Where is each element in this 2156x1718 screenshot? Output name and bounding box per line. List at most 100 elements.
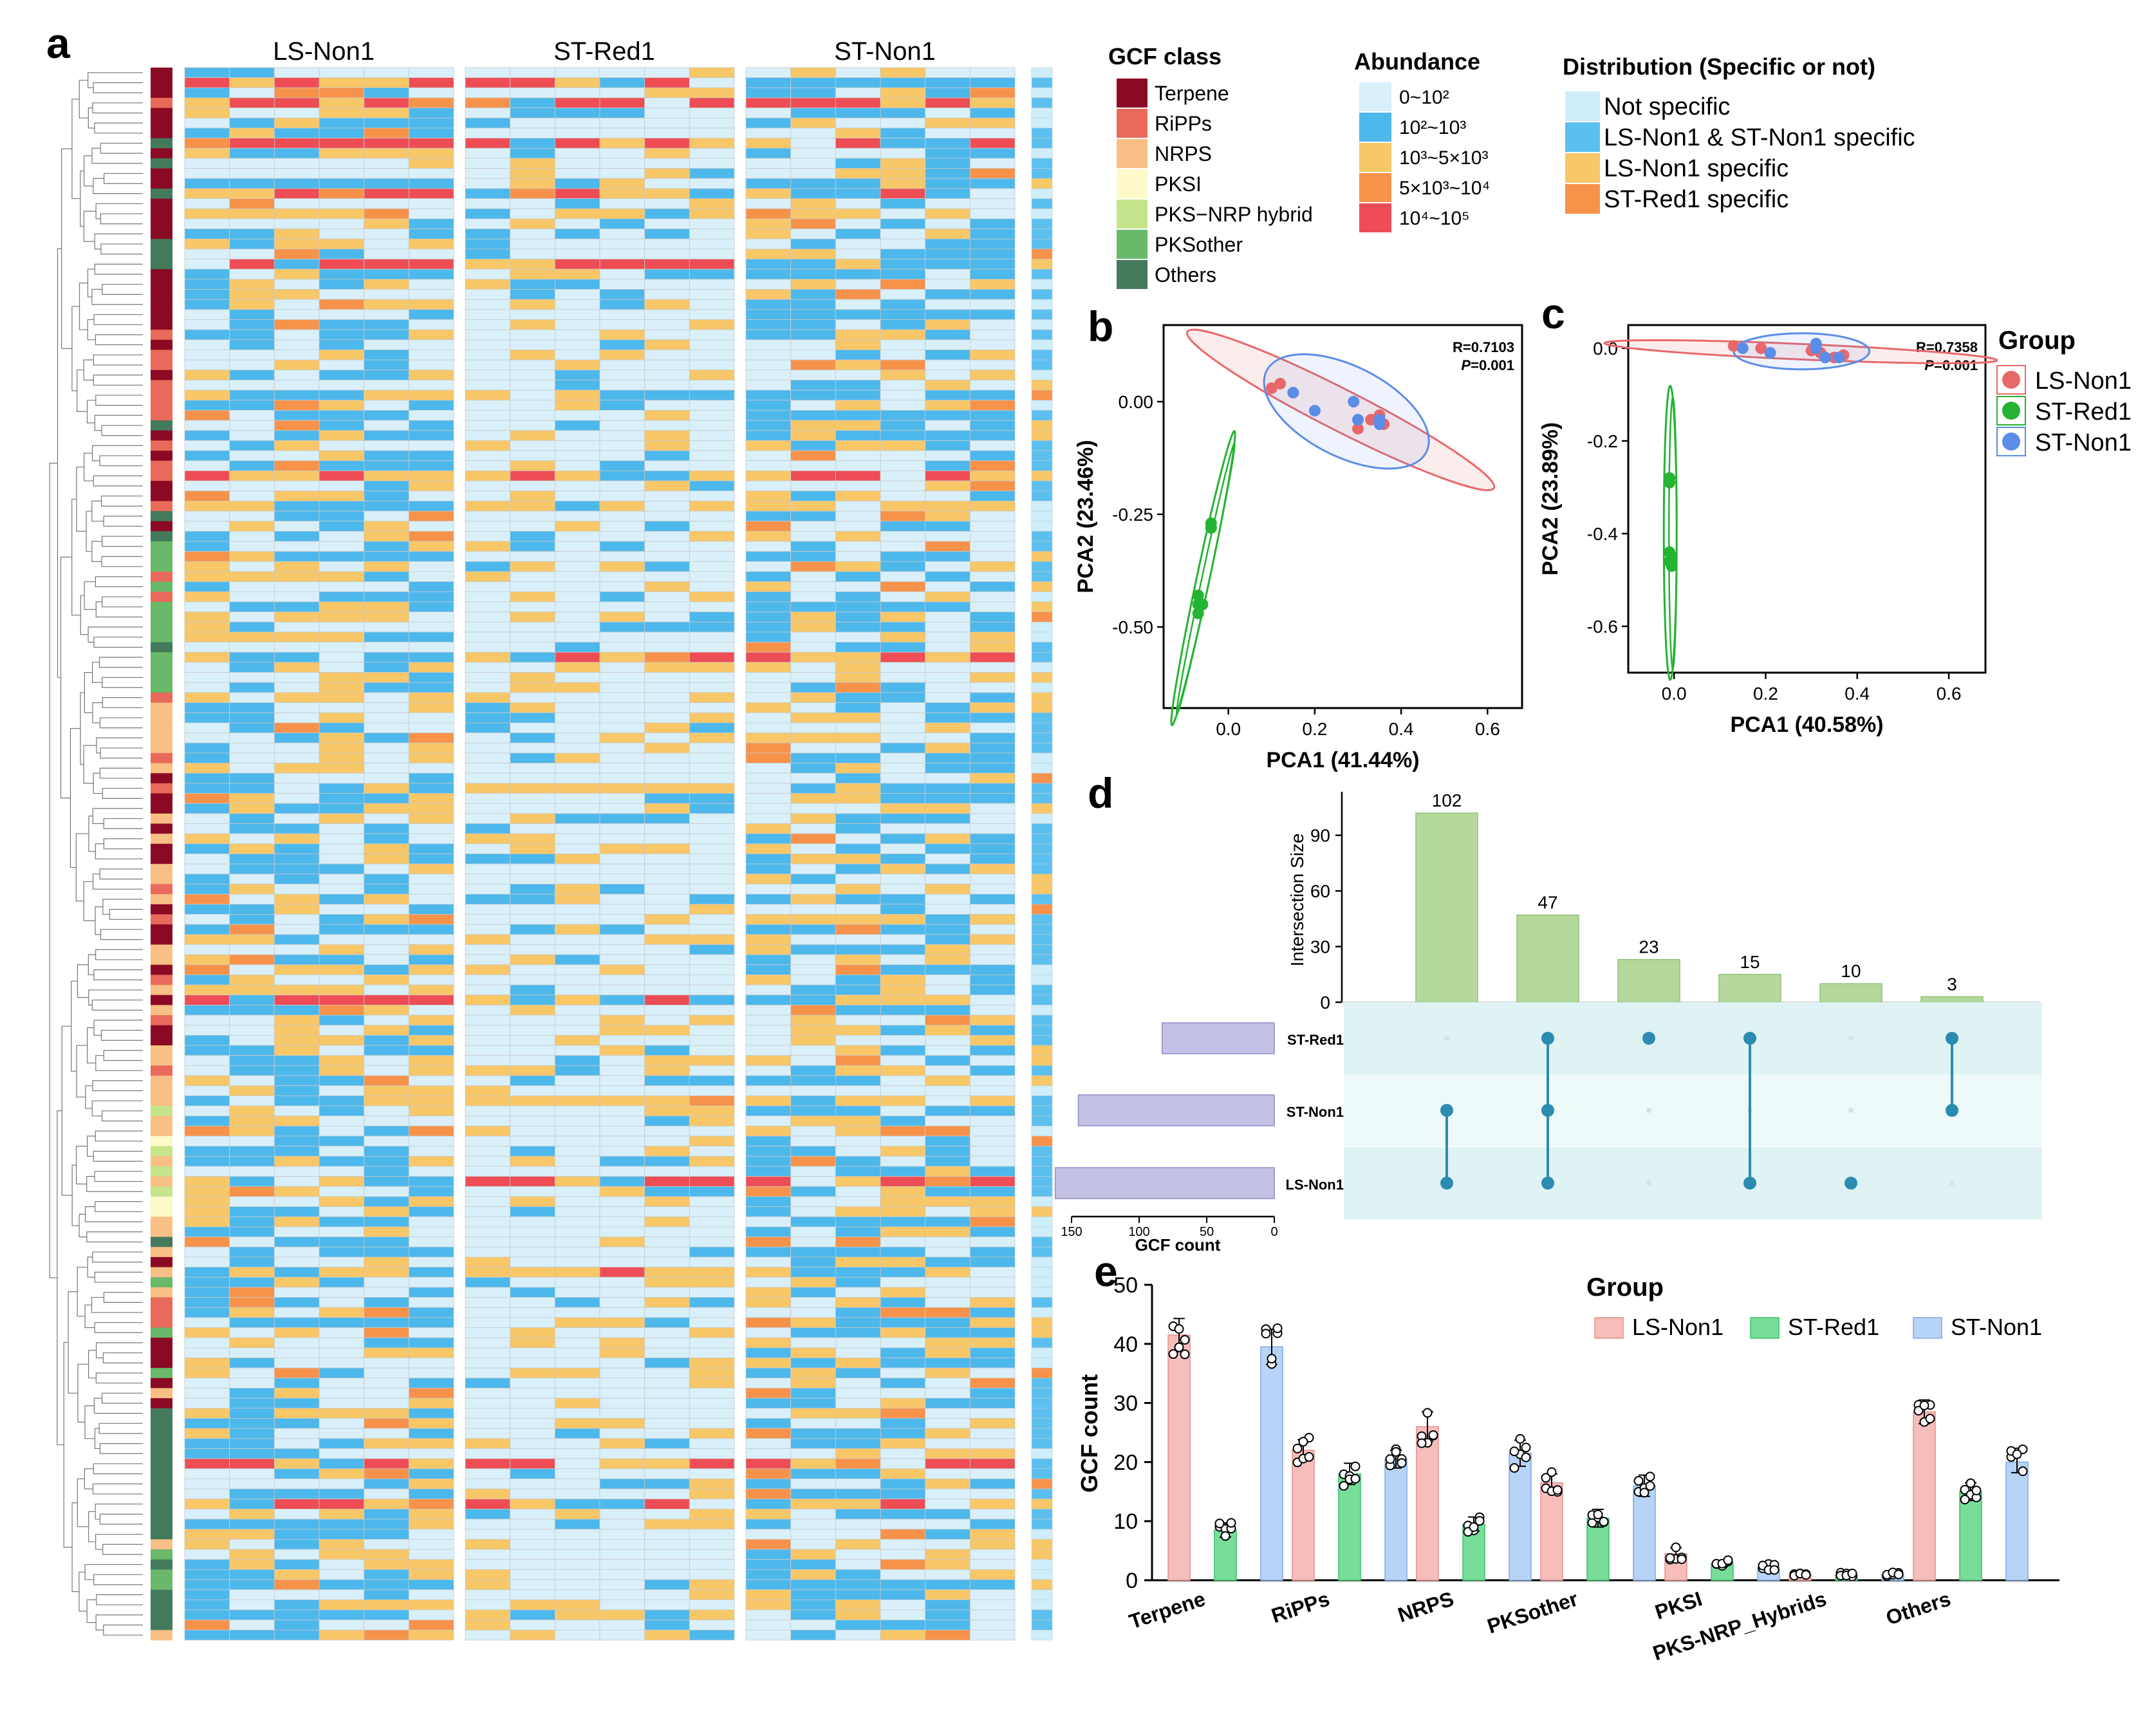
heatmap-cell — [184, 471, 230, 481]
heatmap-cell — [554, 158, 600, 169]
heatmap-cell — [925, 248, 971, 259]
heatmap-cell — [790, 1267, 836, 1278]
heatmap-cell — [599, 1518, 646, 1530]
dist-cell — [1031, 1196, 1053, 1207]
heatmap-cell — [465, 642, 511, 653]
heatmap-cell — [184, 893, 230, 905]
heatmap-cell — [554, 1499, 600, 1509]
heatmap-cell — [184, 158, 230, 169]
heatmap-cell — [319, 1589, 365, 1600]
heatmap-cell — [364, 893, 409, 905]
heatmap-cell — [969, 551, 1016, 562]
heatmap-cell — [835, 1589, 881, 1600]
heatmap-cell — [465, 884, 511, 895]
heatmap-cell — [745, 733, 792, 743]
heatmap-cell — [319, 763, 365, 774]
heatmap-cell — [408, 1256, 454, 1267]
heatmap-cell — [319, 1377, 365, 1388]
heatmap-cell — [510, 712, 555, 724]
heatmap-cell — [790, 914, 836, 925]
legend-class-swatch — [1117, 200, 1148, 229]
legend-class-label: Terpene — [1155, 82, 1229, 105]
heatmap-cell — [408, 1014, 454, 1026]
heatmap-cell — [644, 309, 690, 320]
dendrogram-branch — [103, 838, 143, 850]
heatmap-cell — [689, 1358, 735, 1368]
heatmap-cell — [599, 1206, 646, 1217]
matrix-dot-empty — [1646, 1108, 1651, 1113]
heatmap-cell — [274, 1237, 320, 1247]
class-cell — [151, 1307, 172, 1318]
heatmap-cell — [274, 400, 320, 411]
heatmap-cell — [319, 1509, 365, 1520]
heatmap-cell — [229, 77, 275, 88]
heatmap-cell — [745, 1408, 792, 1419]
panel-label-d: d — [1088, 769, 1113, 817]
dist-cell — [1031, 1035, 1053, 1046]
heatmap-cell — [364, 672, 409, 683]
heatmap-cell — [689, 893, 735, 905]
heatmap-cell — [319, 67, 365, 79]
heatmap-cell — [184, 642, 230, 653]
heatmap-cell — [689, 1095, 735, 1106]
heatmap-cell — [465, 1418, 511, 1429]
heatmap-cell — [229, 651, 275, 663]
heatmap-cell — [969, 581, 1016, 592]
heatmap-cell — [274, 1347, 320, 1358]
heatmap-cell — [599, 1317, 646, 1328]
heatmap-cell — [465, 1559, 511, 1570]
heatmap-cell — [319, 1095, 365, 1106]
confidence-ellipse — [1263, 353, 1430, 470]
heatmap-cell — [554, 1206, 600, 1217]
heatmap-cell — [319, 1529, 365, 1540]
heatmap-cell — [790, 1529, 836, 1540]
heatmap-cell — [644, 833, 690, 845]
heatmap-cell — [790, 450, 836, 462]
heatmap-cell — [408, 702, 454, 713]
heatmap-cell — [880, 1488, 926, 1500]
dist-cell — [1031, 692, 1053, 703]
heatmap-cell — [689, 1438, 735, 1449]
heatmap-cell — [364, 1397, 409, 1409]
heatmap-cell — [229, 833, 275, 845]
heatmap-cell — [319, 772, 365, 784]
heatmap-cell — [319, 1186, 365, 1197]
heatmap-cell — [510, 975, 555, 985]
bar — [1540, 1482, 1563, 1581]
y-tick-label: 40 — [1113, 1332, 1138, 1357]
heatmap-cell — [510, 1176, 555, 1187]
heatmap-cell — [599, 975, 646, 985]
heatmap-cell — [510, 1479, 555, 1489]
dist-cell — [1031, 238, 1053, 250]
heatmap-cell — [364, 954, 409, 966]
heatmap-cell — [745, 1579, 792, 1591]
dendrogram-branch — [84, 581, 97, 610]
heatmap-cell — [790, 1438, 836, 1449]
heatmap-cell — [364, 1005, 409, 1016]
heatmap-cell — [184, 1538, 230, 1550]
heatmap-cell — [364, 178, 409, 189]
heatmap-cell — [599, 339, 646, 350]
dendrogram-branch — [93, 475, 143, 487]
heatmap-cell — [745, 1479, 792, 1489]
heatmap-cell — [969, 904, 1016, 915]
class-cell — [151, 521, 172, 532]
heatmap-cell — [465, 672, 511, 683]
heatmap-cell — [644, 1085, 690, 1096]
heatmap-cell — [510, 329, 555, 341]
heatmap-cell — [510, 1569, 555, 1580]
replicate-point — [1168, 1349, 1178, 1359]
heatmap-cell — [554, 138, 600, 149]
heatmap-cell — [925, 450, 971, 462]
heatmap-cell — [745, 521, 792, 532]
class-cell — [151, 1096, 172, 1106]
heatmap-cell — [925, 994, 971, 1005]
heatmap-cell — [274, 1358, 320, 1368]
heatmap-cell — [510, 168, 555, 179]
heatmap-cell — [229, 984, 275, 996]
heatmap-cell — [184, 1529, 230, 1540]
heatmap-cell — [644, 1135, 690, 1147]
heatmap-cell — [510, 208, 555, 219]
x-tick-label: 0.6 — [1937, 684, 1962, 704]
heatmap-cell — [319, 500, 365, 512]
